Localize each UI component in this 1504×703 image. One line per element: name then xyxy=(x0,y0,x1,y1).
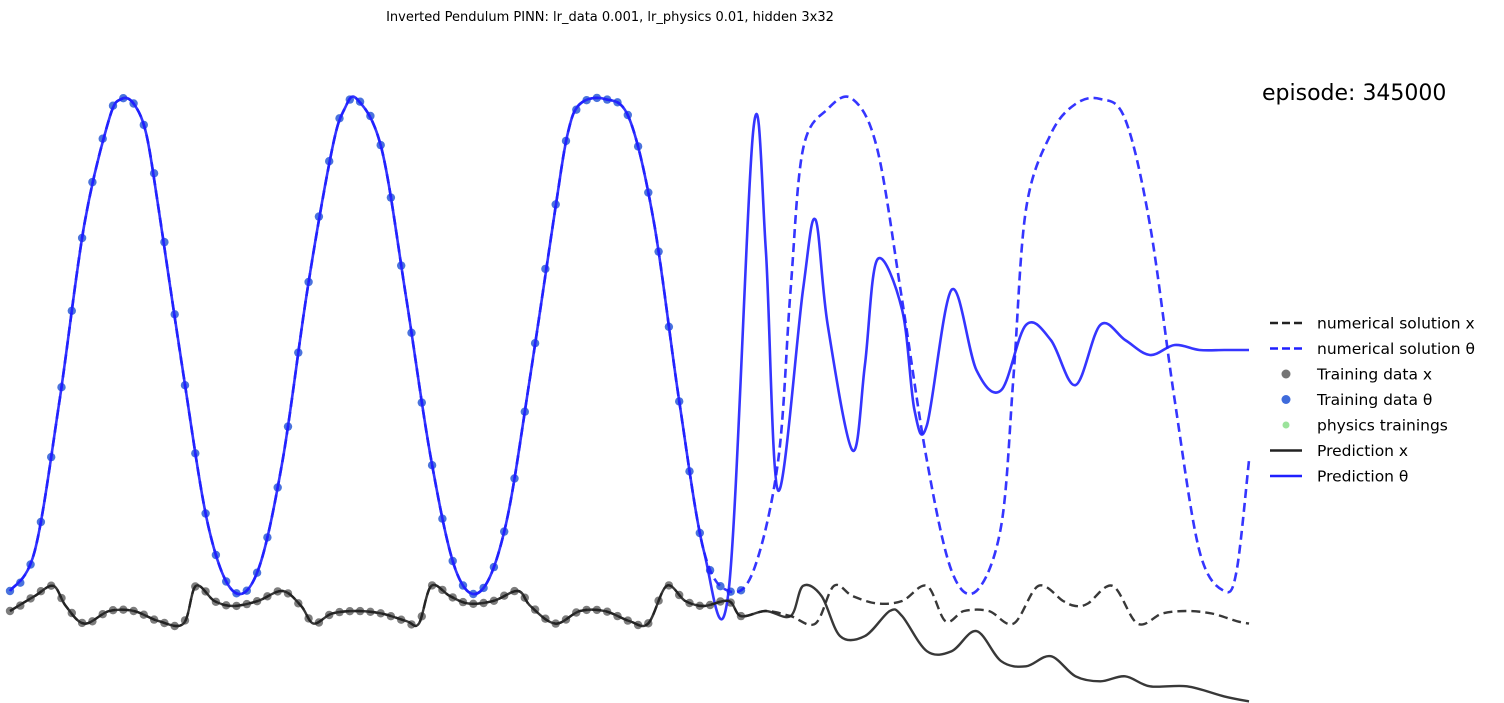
plot-area xyxy=(5,93,1251,703)
legend-entry: Training data x xyxy=(1281,366,1432,384)
legend-marker xyxy=(1282,421,1290,429)
legend-label: Training data θ xyxy=(1316,391,1432,409)
series-line-numerical-theta xyxy=(8,95,1251,596)
chart-title: Inverted Pendulum PINN: lr_data 0.001, l… xyxy=(386,10,834,25)
legend-entry: numerical solution θ xyxy=(1270,340,1475,358)
legend-entry: Prediction x xyxy=(1270,442,1408,460)
legend-entry: Prediction θ xyxy=(1270,468,1408,486)
legend-marker xyxy=(1281,395,1291,404)
legend-label: numerical solution x xyxy=(1317,315,1475,333)
episode-annotation: episode: 345000 xyxy=(1262,81,1446,106)
legend: numerical solution x numerical solution θ… xyxy=(1270,315,1475,486)
series-line-prediction-theta xyxy=(8,95,1249,621)
legend-label: numerical solution θ xyxy=(1317,340,1475,358)
legend-entry: numerical solution x xyxy=(1270,315,1475,333)
legend-entry: Training data θ xyxy=(1281,391,1432,409)
legend-marker xyxy=(1281,369,1291,379)
legend-label: Prediction x xyxy=(1317,442,1408,460)
legend-entry: physics trainings xyxy=(1282,417,1448,435)
legend-label: Prediction θ xyxy=(1317,468,1408,486)
legend-label: physics trainings xyxy=(1317,417,1448,435)
legend-label: Training data x xyxy=(1316,366,1432,384)
training-point-theta xyxy=(16,578,25,587)
series-line-prediction-x xyxy=(9,583,1250,703)
